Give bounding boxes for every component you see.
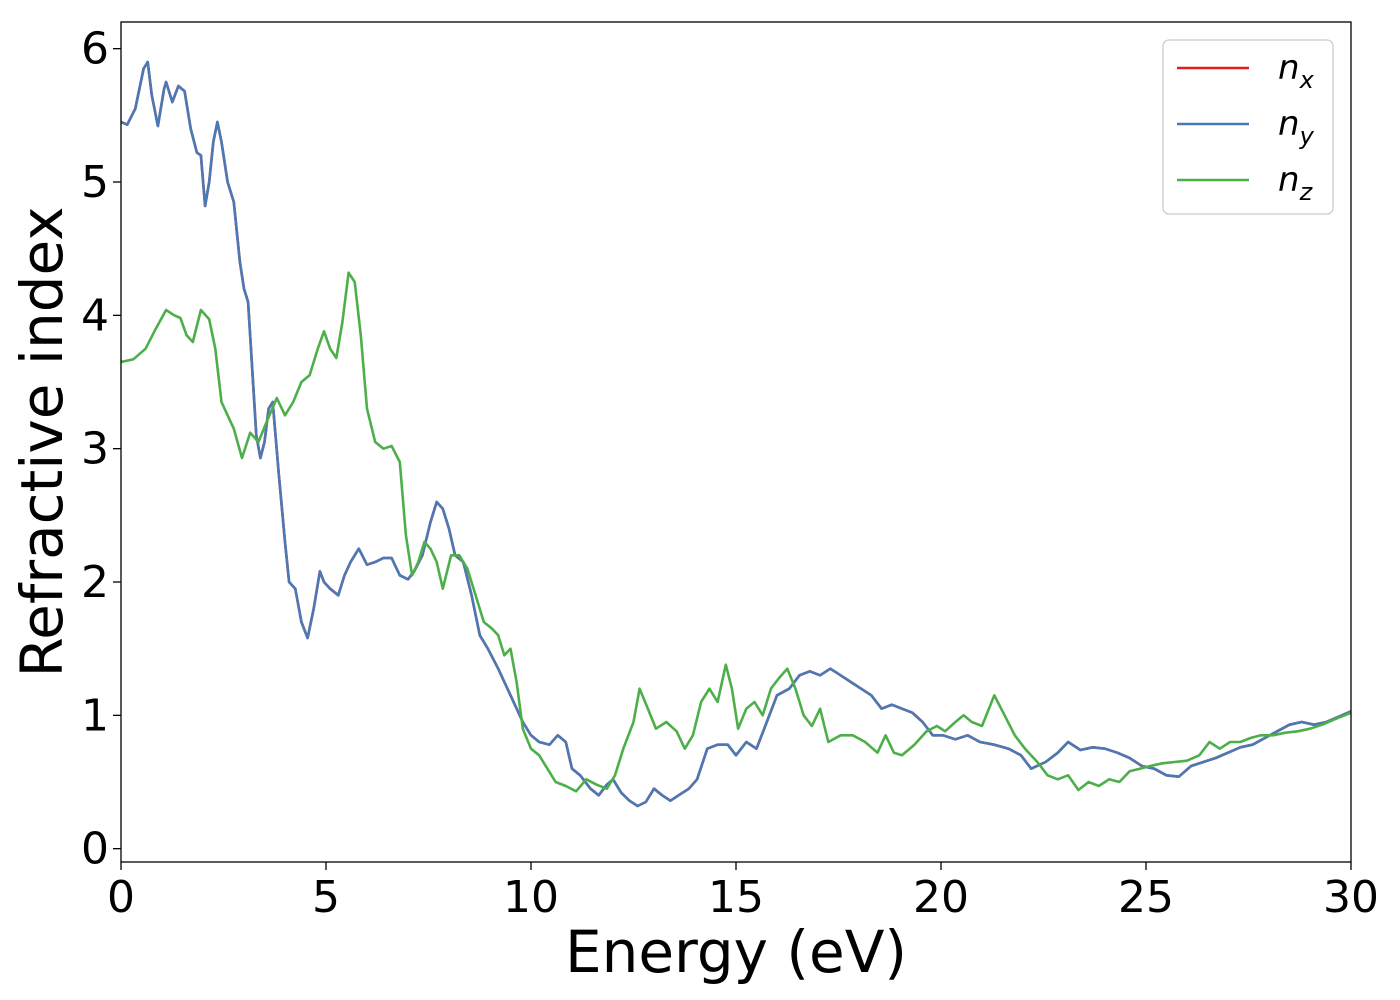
- series-layer: [121, 60, 1351, 808]
- legend-label-base: n: [1278, 160, 1300, 200]
- x-axis-title: Energy (eV): [565, 918, 907, 986]
- series-line-n-y: [121, 60, 1351, 808]
- x-tick-label: 30: [1323, 872, 1379, 923]
- series-line-n-z: [121, 271, 1351, 793]
- x-tick-label: 15: [708, 872, 764, 923]
- legend-label-sub: x: [1299, 66, 1315, 94]
- legend-label-base: n: [1278, 104, 1300, 144]
- y-tick-label: 5: [81, 157, 109, 208]
- legend-label-sub: y: [1299, 122, 1315, 150]
- y-tick-label: 4: [81, 290, 109, 341]
- legend-label-sub: z: [1299, 178, 1314, 206]
- x-tick-label: 20: [913, 872, 969, 923]
- y-axis-title: Refractive index: [8, 206, 76, 677]
- y-tick-label: 6: [81, 24, 109, 75]
- y-tick-label: 0: [81, 824, 109, 875]
- legend-box: [1162, 39, 1334, 215]
- x-tick-label: 25: [1118, 872, 1174, 923]
- y-tick-label: 1: [81, 690, 109, 741]
- x-tick-label: 5: [312, 872, 340, 923]
- y-tick-label: 2: [81, 557, 109, 608]
- x-tick-label: 10: [503, 872, 559, 923]
- y-axis: 0 1 2 3 4 5 6: [81, 24, 121, 875]
- legend-label-n-x: nx: [1278, 48, 1315, 94]
- legend-label-base: n: [1278, 48, 1300, 88]
- legend-label-n-z: nz: [1278, 160, 1314, 206]
- y-tick-label: 3: [81, 424, 109, 475]
- legend-label-n-y: ny: [1278, 104, 1315, 150]
- x-axis: 0 5 10 15 20 25 30: [107, 862, 1379, 923]
- x-tick-label: 0: [107, 872, 135, 923]
